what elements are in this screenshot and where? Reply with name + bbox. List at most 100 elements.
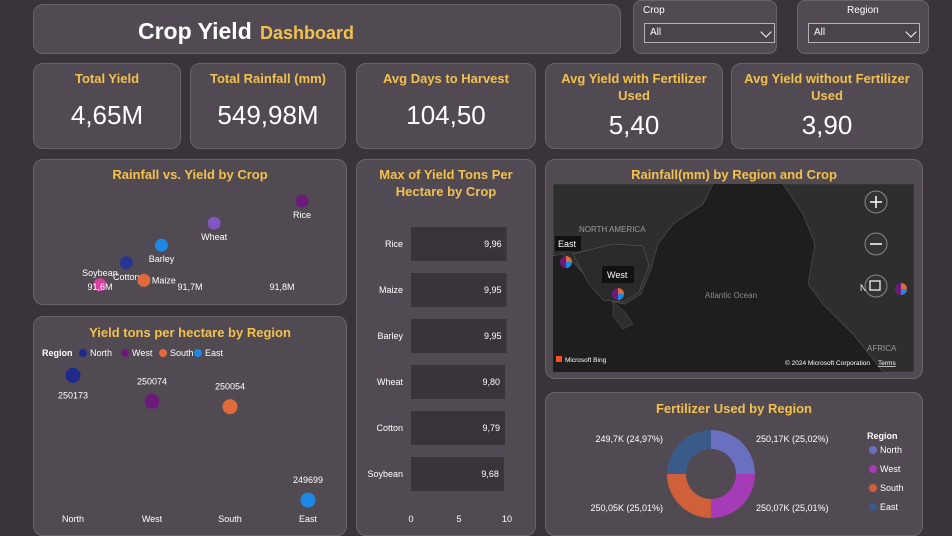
east-pie-marker[interactable] [560,256,572,268]
x-tick-label: 91,6M [87,282,112,292]
legend-title: Region [42,348,73,358]
crop-point-wheat[interactable] [207,216,221,230]
legend-label: North [90,348,112,358]
donut-slice-west[interactable] [710,474,755,518]
plus-icon [870,196,882,208]
bing-attribution: Microsoft Bing [565,357,607,364]
ocean-map-label: Atlantic Ocean [705,291,757,300]
x-tick-label: 0 [408,514,413,524]
donut-slice-south[interactable] [667,473,711,518]
panel-title: Rainfall vs. Yield by Crop [112,167,268,182]
west-pie-marker[interactable] [612,288,624,300]
bar-value-label: 9,95 [484,285,502,295]
x-tick-label: 5 [456,514,461,524]
donut-value-label: 250,07K (25,01%) [756,503,829,513]
rainfall-yield-chart: Rice Wheat Barley Cotton Maize Soybean 91,6M 91… [82,194,311,292]
panel-title: Max of Yield Tons Per Hectare by Crop [379,167,513,199]
west-label-bg [602,266,634,283]
x-category-label: West [142,514,163,524]
zoom-out-button[interactable] [864,232,888,256]
east-label-bg [555,236,581,251]
bar-rice[interactable] [411,227,507,261]
crop-point-cotton[interactable] [119,256,133,270]
donut-slice-north[interactable] [711,430,755,475]
region-yield-chart: Region North West South East 250173 North 25007… [42,348,323,524]
crop-point-label: Cotton [113,272,140,282]
legend-label: East [880,502,899,512]
bar-value-label: 9,68 [481,469,499,479]
bar-value-label: 9,95 [484,331,502,341]
crop-point-rice[interactable] [295,194,309,208]
bing-logo-icon [556,356,562,362]
rainfall-yield-panel: Rainfall vs. Yield by Crop Rice Wheat Barl… [33,159,347,305]
region-dropdown-value: All [814,27,826,38]
select-area-button[interactable] [864,274,888,298]
bar-cotton[interactable] [411,411,505,445]
legend-dot-west [121,349,129,357]
x-category-label: North [62,514,84,524]
crop-point-label: Wheat [201,232,228,242]
crop-dropdown[interactable]: All [644,23,775,43]
region-point-east[interactable] [300,492,316,508]
central-america-shape [612,301,634,330]
legend-label: East [205,348,224,358]
region-point-label: 250173 [58,390,88,400]
crop-dropdown-value: All [650,27,662,38]
legend-dot-south [159,349,167,357]
legend-dot-east [869,503,877,511]
kpi-value: 5,40 [608,110,660,140]
bar-value-label: 9,80 [483,377,501,387]
crop-point-maize[interactable] [137,273,151,287]
region-point-north[interactable] [65,367,81,383]
bar-barley[interactable] [411,319,507,353]
legend-dot-north [79,349,87,357]
map-view[interactable]: NORTH AMERICA Atlantic Ocean AFRICA East… [553,184,914,372]
bar-value-label: 9,79 [482,423,500,433]
bar-category-label: Wheat [377,377,404,387]
x-tick-label: 91,8M [269,282,294,292]
panel-title: Fertilizer Used by Region [655,401,813,416]
north-pie-marker[interactable] [895,283,907,295]
legend-label: West [880,464,901,474]
legend-dot-east [194,349,202,357]
donut-value-label: 249,7K (24,97%) [595,434,663,444]
kpi-label: Total Yield [74,71,140,86]
legend-title: Region [867,431,898,441]
europe-africa-shape [782,184,914,372]
kpi-value: 4,65M [70,100,144,130]
region-point-south[interactable] [222,399,238,415]
terms-link[interactable]: Terms [878,360,896,367]
bar-category-label: Cotton [376,423,403,433]
donut-value-label: 250,17K (25,02%) [756,434,829,444]
bar-category-label: Maize [379,285,403,295]
region-yield-panel: Yield tons per hectare by Region Region N… [33,316,347,536]
panel-title: Yield tons per hectare by Region [89,325,291,340]
zoom-in-button[interactable] [864,190,888,214]
region-dropdown[interactable]: All [808,23,920,43]
bar-wheat[interactable] [411,365,506,399]
max-yield-chart: Rice 9,96 Maize 9,95 Barley 9,95 Wheat 9,80 Cott… [367,227,512,524]
x-tick-label: 91,7M [177,282,202,292]
west-map-label: West [607,270,628,280]
crop-point-soybean[interactable] [93,278,107,292]
kpi-label: Avg Yield with Fertilizer Used [561,71,707,103]
region-point-west[interactable] [144,393,160,409]
panel-title: Rainfall(mm) by Region and Crop [631,167,837,182]
kpi-label: Total Rainfall (mm) [209,71,327,86]
region-point-label: 249699 [293,475,323,485]
crop-point-label: Rice [293,210,311,220]
region-slicer-label: Region [847,5,879,16]
crop-point-barley[interactable] [154,238,168,252]
crop-point-label: Maize [152,275,176,285]
legend-dot-west [869,465,877,473]
kpi-avg-yield-nofert: Avg Yield without Fertilizer Used 3,90 [731,63,923,149]
copyright-text: © 2024 Microsoft Corporation [785,359,870,367]
region-point-label: 250074 [137,376,167,386]
bar-maize[interactable] [411,273,507,307]
bar-soybean[interactable] [411,457,504,491]
title-card: Crop Yield Dashboard [33,4,621,54]
bar-category-label: Soybean [367,469,403,479]
legend-label: South [880,483,904,493]
kpi-avg-yield-fert: Avg Yield with Fertilizer Used 5,40 [545,63,723,149]
donut-slice-east[interactable] [667,430,711,474]
